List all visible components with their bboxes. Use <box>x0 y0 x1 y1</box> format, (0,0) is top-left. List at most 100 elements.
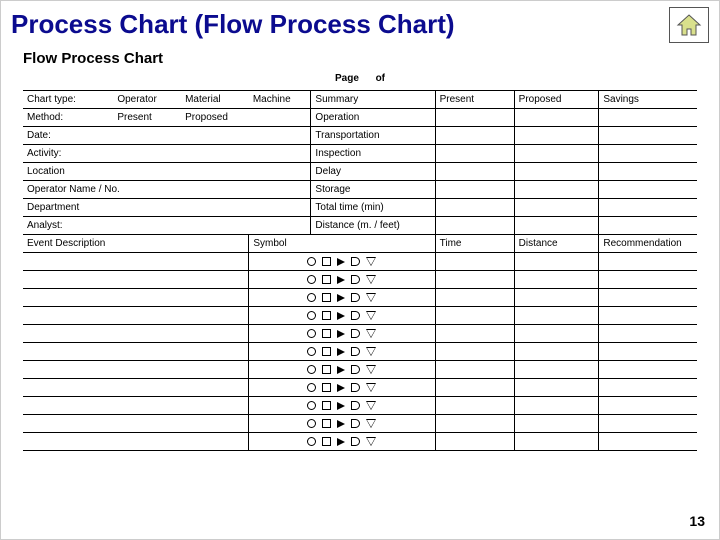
meta-label: Operator Name / No. <box>23 181 311 199</box>
symbol-cell <box>249 271 435 289</box>
summary-item: Transportation <box>311 127 435 145</box>
meta-opt1: Present <box>113 109 181 127</box>
operation-icon <box>307 293 316 302</box>
time-cell <box>435 415 514 433</box>
distance-cell <box>514 397 599 415</box>
recommendation-label: Recommendation <box>599 235 697 253</box>
distance-cell <box>514 379 599 397</box>
transport-icon <box>337 438 345 446</box>
delay-icon <box>351 275 360 284</box>
page-title: Process Chart (Flow Process Chart) <box>1 1 719 44</box>
transport-icon <box>337 258 345 266</box>
of-label: of <box>376 73 385 84</box>
summary-item: Delay <box>311 163 435 181</box>
inspection-icon <box>322 275 331 284</box>
symbol-cell <box>249 397 435 415</box>
operation-icon <box>307 437 316 446</box>
recommendation-cell <box>599 325 697 343</box>
symbol-row <box>23 343 697 361</box>
symbol-cell <box>249 433 435 451</box>
delay-icon <box>351 365 360 374</box>
meta-label: Method: <box>23 109 113 127</box>
present-cell <box>435 199 514 217</box>
inspection-icon <box>322 401 331 410</box>
summary-item: Distance (m. / feet) <box>311 217 435 235</box>
symbol-set <box>253 419 430 428</box>
recommendation-cell <box>599 361 697 379</box>
time-cell <box>435 289 514 307</box>
time-cell <box>435 343 514 361</box>
recommendation-cell <box>599 271 697 289</box>
page-indicator: Page of <box>23 71 697 90</box>
storage-icon <box>366 311 376 320</box>
operation-icon <box>307 383 316 392</box>
symbol-cell <box>249 289 435 307</box>
meta-row: Activity:Inspection <box>23 145 697 163</box>
distance-cell <box>514 325 599 343</box>
operation-icon <box>307 257 316 266</box>
distance-cell <box>514 433 599 451</box>
symbol-cell <box>249 415 435 433</box>
operation-icon <box>307 347 316 356</box>
symbol-row <box>23 397 697 415</box>
proposed-cell <box>514 145 599 163</box>
inspection-icon <box>322 419 331 428</box>
meta-label: Department <box>23 199 311 217</box>
event-cell <box>23 433 249 451</box>
home-button[interactable] <box>669 7 709 43</box>
distance-cell <box>514 271 599 289</box>
inspection-icon <box>322 383 331 392</box>
time-cell <box>435 379 514 397</box>
proposed-cell <box>514 199 599 217</box>
event-cell <box>23 289 249 307</box>
savings-cell <box>599 181 697 199</box>
meta-label: Activity: <box>23 145 311 163</box>
symbol-row <box>23 289 697 307</box>
recommendation-cell <box>599 397 697 415</box>
symbol-set <box>253 311 430 320</box>
symbol-row <box>23 415 697 433</box>
meta-row: LocationDelay <box>23 163 697 181</box>
event-description-label: Event Description <box>23 235 249 253</box>
distance-cell <box>514 415 599 433</box>
time-cell <box>435 253 514 271</box>
symbol-row <box>23 271 697 289</box>
inspection-icon <box>322 347 331 356</box>
meta-opt2: Proposed <box>181 109 311 127</box>
present-cell <box>435 127 514 145</box>
proposed-cell <box>514 109 599 127</box>
event-cell <box>23 307 249 325</box>
transport-icon <box>337 294 345 302</box>
summary-item: Total time (min) <box>311 199 435 217</box>
symbol-cell <box>249 253 435 271</box>
recommendation-cell <box>599 289 697 307</box>
symbol-set <box>253 437 430 446</box>
symbol-set <box>253 365 430 374</box>
symbol-set <box>253 293 430 302</box>
flow-process-chart: Flow Process Chart Page of Chart type: O… <box>23 50 697 451</box>
inspection-icon <box>322 311 331 320</box>
transport-icon <box>337 276 345 284</box>
storage-icon <box>366 275 376 284</box>
storage-icon <box>366 437 376 446</box>
recommendation-cell <box>599 433 697 451</box>
meta-label: Date: <box>23 127 311 145</box>
present-cell <box>435 181 514 199</box>
chart-subtitle: Flow Process Chart <box>23 50 697 71</box>
symbol-row <box>23 253 697 271</box>
home-icon <box>676 13 702 37</box>
inspection-icon <box>322 257 331 266</box>
storage-icon <box>366 329 376 338</box>
savings-cell <box>599 163 697 181</box>
present-label: Present <box>435 91 514 109</box>
event-cell <box>23 397 249 415</box>
operation-icon <box>307 311 316 320</box>
symbol-set <box>253 329 430 338</box>
summary-item: Storage <box>311 181 435 199</box>
storage-icon <box>366 365 376 374</box>
delay-icon <box>351 419 360 428</box>
delay-icon <box>351 329 360 338</box>
symbol-cell <box>249 361 435 379</box>
symbol-set <box>253 257 430 266</box>
distance-cell <box>514 307 599 325</box>
